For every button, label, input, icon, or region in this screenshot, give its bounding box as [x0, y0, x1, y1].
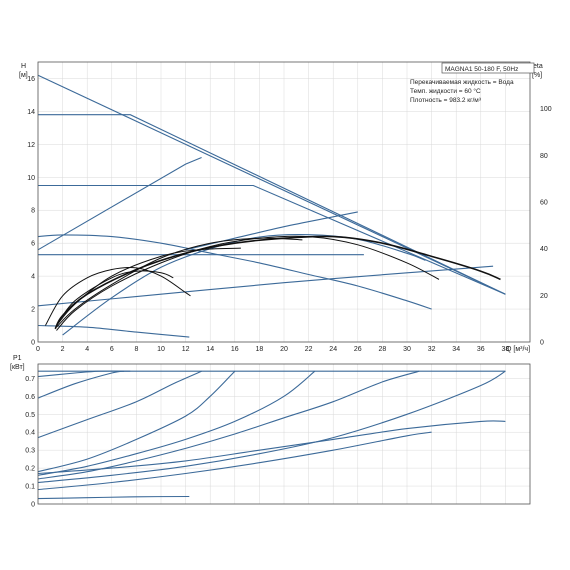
power-curve — [37, 370, 316, 476]
p1-tick-label: 0.5 — [25, 412, 35, 419]
x-tick-label: 38 — [502, 346, 510, 353]
x-tick-label: 20 — [280, 346, 288, 353]
x-tick-label: 4 — [85, 346, 89, 353]
x-tick-label: 10 — [157, 346, 165, 353]
head-curve-operating — [56, 247, 241, 326]
head-curve-operating — [44, 266, 191, 326]
p1-tick-label: 0.3 — [25, 448, 35, 455]
head-curve-operating — [56, 270, 174, 326]
y2-tick-label: 100 — [540, 106, 552, 113]
power-plot-frame — [37, 363, 531, 505]
y-tick-label: 10 — [27, 175, 35, 182]
x-tick-label: 2 — [61, 346, 65, 353]
head-curve — [37, 74, 506, 295]
y-tick-label: 14 — [27, 109, 35, 116]
p1-tick-label: 0.6 — [25, 394, 35, 401]
x-tick-label: 34 — [452, 346, 460, 353]
y-tick-label: 6 — [31, 241, 35, 248]
efficiency-curve — [62, 234, 426, 336]
info-temperature: Темп. жидкости = 60 °C — [410, 87, 481, 95]
head-curve — [37, 156, 202, 251]
y-tick-label: 0 — [31, 340, 35, 347]
y2-tick-label: 80 — [540, 153, 548, 160]
x-tick-label: 6 — [110, 346, 114, 353]
y-tick-label: 8 — [31, 208, 35, 215]
y2-axis-label-eta: eta — [533, 63, 543, 70]
power-curve — [37, 420, 506, 475]
y-tick-label: 2 — [31, 307, 35, 314]
y-axis-unit-p1: [кВт] — [10, 364, 25, 371]
y2-tick-label: 20 — [540, 293, 548, 300]
y-axis-label-h: H — [21, 63, 26, 70]
x-tick-label: 12 — [182, 346, 190, 353]
head-curve-operating — [56, 235, 440, 331]
p1-tick-label: 0.4 — [25, 430, 35, 437]
x-tick-label: 18 — [256, 346, 264, 353]
power-curve — [37, 370, 506, 484]
power-curve — [37, 370, 131, 378]
head-curve — [38, 114, 506, 295]
power-curve — [37, 370, 420, 480]
head-curve — [37, 324, 190, 338]
head-curve — [37, 265, 494, 307]
p1-tick-label: 0.7 — [25, 376, 35, 383]
head-plot-frame — [37, 61, 531, 343]
head-curve-operating — [56, 237, 303, 328]
x-tick-label: 32 — [428, 346, 436, 353]
x-tick-label: 36 — [477, 346, 485, 353]
y-axis-unit-h: [м] — [19, 72, 28, 79]
x-tick-label: 28 — [379, 346, 387, 353]
p1-tick-label: 0.2 — [25, 466, 35, 473]
p1-tick-label: 0.1 — [25, 484, 35, 491]
x-tick-label: 26 — [354, 346, 362, 353]
x-axis-label-q: Q [м³/ч] — [506, 346, 530, 353]
x-tick-label: 8 — [134, 346, 138, 353]
info-fluid: Перекачиваемая жидкость = Вода — [410, 79, 514, 86]
x-tick-label: 30 — [403, 346, 411, 353]
y2-axis-unit-eta: [%] — [532, 72, 542, 79]
y-axis-label-p1: P1 — [13, 355, 22, 362]
head-curve — [185, 211, 358, 251]
head-curve — [37, 234, 432, 310]
power-curve — [37, 495, 190, 500]
y-tick-label: 16 — [27, 76, 35, 83]
power-curve — [37, 431, 432, 491]
x-tick-label: 16 — [231, 346, 239, 353]
y2-tick-label: 60 — [540, 200, 548, 207]
y-tick-label: 12 — [27, 142, 35, 149]
power-curve — [37, 370, 202, 439]
title-box — [441, 62, 535, 74]
power-curve — [37, 370, 236, 473]
x-tick-label: 14 — [206, 346, 214, 353]
head-curve-operating — [54, 235, 501, 330]
y2-tick-label: 40 — [540, 246, 548, 253]
x-tick-label: 24 — [329, 346, 337, 353]
x-tick-label: 22 — [305, 346, 313, 353]
p1-tick-label: 0 — [31, 502, 35, 509]
head-curve — [38, 184, 506, 295]
y2-tick-label: 0 — [540, 340, 544, 347]
x-tick-label: 0 — [36, 346, 40, 353]
y-tick-label: 4 — [31, 274, 35, 281]
chart-title: MAGNA1 50-180 F, 50Hz — [445, 66, 518, 73]
info-density: Плотность = 983.2 кг/м³ — [410, 97, 482, 104]
